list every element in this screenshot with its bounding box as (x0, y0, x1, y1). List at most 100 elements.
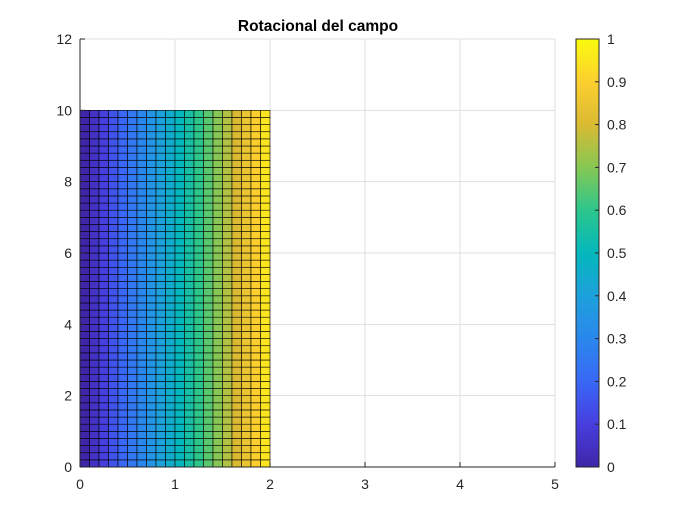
colorbar-tick-label: 0.7 (607, 159, 627, 175)
surface-patch (98, 316, 109, 325)
surface-patch (193, 423, 204, 432)
surface-patch (165, 324, 176, 332)
surface-patch (165, 159, 176, 168)
surface-patch (136, 423, 147, 432)
surface-patch (117, 381, 128, 389)
surface-patch (250, 259, 261, 268)
surface-patch (117, 252, 128, 261)
surface-patch (155, 345, 166, 354)
surface-patch (146, 402, 157, 411)
surface-patch (127, 124, 138, 133)
surface-patch (155, 366, 166, 375)
surface-patch (193, 452, 204, 461)
surface-patch (222, 288, 233, 297)
surface-patch (250, 295, 261, 304)
surface-patch (203, 152, 214, 161)
surface-patch (108, 124, 119, 133)
surface-patch (165, 152, 176, 161)
surface-patch (117, 145, 128, 154)
surface-patch (184, 231, 195, 240)
surface-patch (98, 209, 109, 218)
surface-patch (127, 445, 138, 454)
surface-patch (212, 438, 223, 446)
surface-patch (165, 395, 176, 404)
surface-patch (136, 281, 147, 289)
surface-patch (241, 345, 252, 354)
surface-patch (203, 395, 214, 404)
surface-patch (89, 423, 100, 432)
surface-patch (108, 423, 119, 432)
surface-patch (89, 224, 100, 232)
surface-patch (260, 202, 271, 211)
surface-patch (117, 181, 128, 190)
surface-patch (184, 217, 195, 225)
surface-patch (260, 366, 271, 375)
surface-patch (89, 252, 100, 261)
surface-patch (241, 459, 252, 468)
surface-patch (117, 352, 128, 361)
surface-patch (174, 245, 185, 254)
surface-patch (108, 181, 119, 190)
surface-patch (155, 117, 166, 125)
surface-patch (89, 124, 100, 133)
surface-patch (222, 373, 233, 382)
surface-patch (184, 338, 195, 347)
surface-patch (108, 266, 119, 275)
surface-patch (89, 438, 100, 446)
surface-patches (79, 110, 271, 468)
surface-patch (193, 274, 204, 282)
surface-patch (89, 452, 100, 461)
surface-patch (89, 195, 100, 204)
surface-patch (165, 259, 176, 268)
surface-patch (89, 117, 100, 125)
surface-patch (79, 373, 90, 382)
surface-patch (98, 366, 109, 375)
surface-patch (165, 252, 176, 261)
x-tick-label: 3 (361, 476, 369, 492)
surface-patch (136, 302, 147, 311)
surface-patch (89, 274, 100, 282)
surface-patch (136, 124, 147, 133)
surface-patch (222, 152, 233, 161)
surface-patch (184, 324, 195, 332)
surface-patch (231, 252, 242, 261)
surface-patch (222, 445, 233, 454)
surface-patch (136, 188, 147, 197)
surface-patch (184, 366, 195, 375)
surface-patch (108, 324, 119, 332)
surface-patch (89, 110, 100, 118)
surface-patch (127, 366, 138, 375)
surface-patch (174, 409, 185, 418)
colorbar: 0 0.1 0.2 0.3 0.4 0.5 0.6 0.7 0.8 0.9 1 (575, 31, 627, 475)
surface-patch (117, 388, 128, 396)
surface-patch (212, 181, 223, 190)
surface-patch (241, 366, 252, 375)
surface-patch (117, 259, 128, 268)
surface-patch (117, 302, 128, 311)
surface-patch (212, 281, 223, 289)
surface-patch (79, 409, 90, 418)
surface-patch (184, 309, 195, 318)
surface-patch (136, 416, 147, 425)
surface-patch (108, 238, 119, 247)
surface-patch (79, 209, 90, 218)
surface-patch (89, 266, 100, 275)
surface-patch (203, 281, 214, 289)
surface-patch (108, 409, 119, 418)
surface-patch (127, 252, 138, 261)
surface-patch (98, 159, 109, 168)
surface-patch (165, 438, 176, 446)
surface-patch (212, 152, 223, 161)
surface-patch (241, 252, 252, 261)
surface-patch (127, 309, 138, 318)
surface-patch (98, 145, 109, 154)
surface-patch (146, 309, 157, 318)
surface-patch (241, 409, 252, 418)
surface-patch (193, 338, 204, 347)
surface-patch (193, 252, 204, 261)
surface-patch (165, 245, 176, 254)
surface-patch (117, 131, 128, 140)
surface-patch (79, 295, 90, 304)
surface-patch (193, 159, 204, 168)
